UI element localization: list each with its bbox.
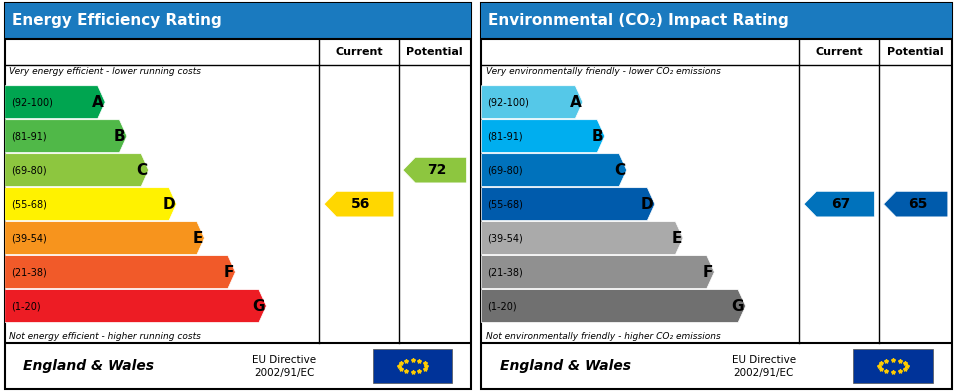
Text: (21-38): (21-38) [11,267,47,277]
Polygon shape [403,157,466,183]
Polygon shape [481,290,746,323]
Text: C: C [136,163,147,178]
Text: Current: Current [815,47,863,57]
Text: D: D [641,197,654,212]
Text: (92-100): (92-100) [11,97,53,107]
Polygon shape [481,256,714,289]
Text: EU Directive
2002/91/EC: EU Directive 2002/91/EC [253,354,317,378]
Text: 67: 67 [832,197,851,211]
Text: G: G [253,299,265,314]
Text: A: A [92,94,103,110]
Polygon shape [481,86,583,118]
Text: 65: 65 [908,197,927,211]
Text: Not energy efficient - higher running costs: Not energy efficient - higher running co… [10,332,201,341]
Polygon shape [481,221,683,254]
Text: Potential: Potential [407,47,463,57]
Text: Very energy efficient - lower running costs: Very energy efficient - lower running co… [10,67,201,76]
Bar [854,349,933,383]
Text: 72: 72 [427,163,446,177]
Text: B: B [591,129,603,143]
Text: (39-54): (39-54) [487,233,523,243]
Text: D: D [163,197,175,212]
Polygon shape [324,191,394,217]
Polygon shape [804,191,875,217]
Text: A: A [569,94,582,110]
Text: (92-100): (92-100) [487,97,529,107]
Text: Current: Current [335,47,383,57]
Polygon shape [883,191,947,217]
Text: Very environmentally friendly - lower CO₂ emissions: Very environmentally friendly - lower CO… [486,67,721,76]
Text: C: C [614,163,625,178]
Text: 56: 56 [351,197,370,211]
Text: F: F [702,265,713,279]
Text: EU Directive
2002/91/EC: EU Directive 2002/91/EC [732,354,796,378]
Text: B: B [114,129,125,143]
Text: (69-80): (69-80) [487,165,523,175]
Text: England & Wales: England & Wales [23,359,154,373]
Polygon shape [5,86,105,118]
Polygon shape [5,256,235,289]
Text: G: G [732,299,745,314]
Text: F: F [224,265,234,279]
Text: (1-20): (1-20) [487,301,517,311]
Text: (21-38): (21-38) [487,267,523,277]
Polygon shape [481,154,627,187]
Text: Not environmentally friendly - higher CO₂ emissions: Not environmentally friendly - higher CO… [486,332,721,341]
Text: (81-91): (81-91) [11,131,47,141]
Text: (1-20): (1-20) [11,301,40,311]
Text: (55-68): (55-68) [11,199,47,209]
Text: (69-80): (69-80) [11,165,47,175]
Text: England & Wales: England & Wales [501,359,632,373]
Text: (55-68): (55-68) [487,199,523,209]
Text: Environmental (CO₂) Impact Rating: Environmental (CO₂) Impact Rating [488,13,790,28]
Bar [373,349,453,383]
Text: Energy Efficiency Rating: Energy Efficiency Rating [11,13,221,28]
Polygon shape [481,188,655,221]
Polygon shape [5,188,176,221]
Text: (39-54): (39-54) [11,233,47,243]
Bar [5,3,471,39]
Polygon shape [5,154,148,187]
Bar [481,3,952,39]
Text: Potential: Potential [887,47,944,57]
Polygon shape [481,120,605,152]
Polygon shape [5,120,127,152]
Polygon shape [5,290,266,323]
Text: E: E [671,230,681,245]
Text: (81-91): (81-91) [487,131,523,141]
Polygon shape [5,221,205,254]
Text: E: E [192,230,203,245]
